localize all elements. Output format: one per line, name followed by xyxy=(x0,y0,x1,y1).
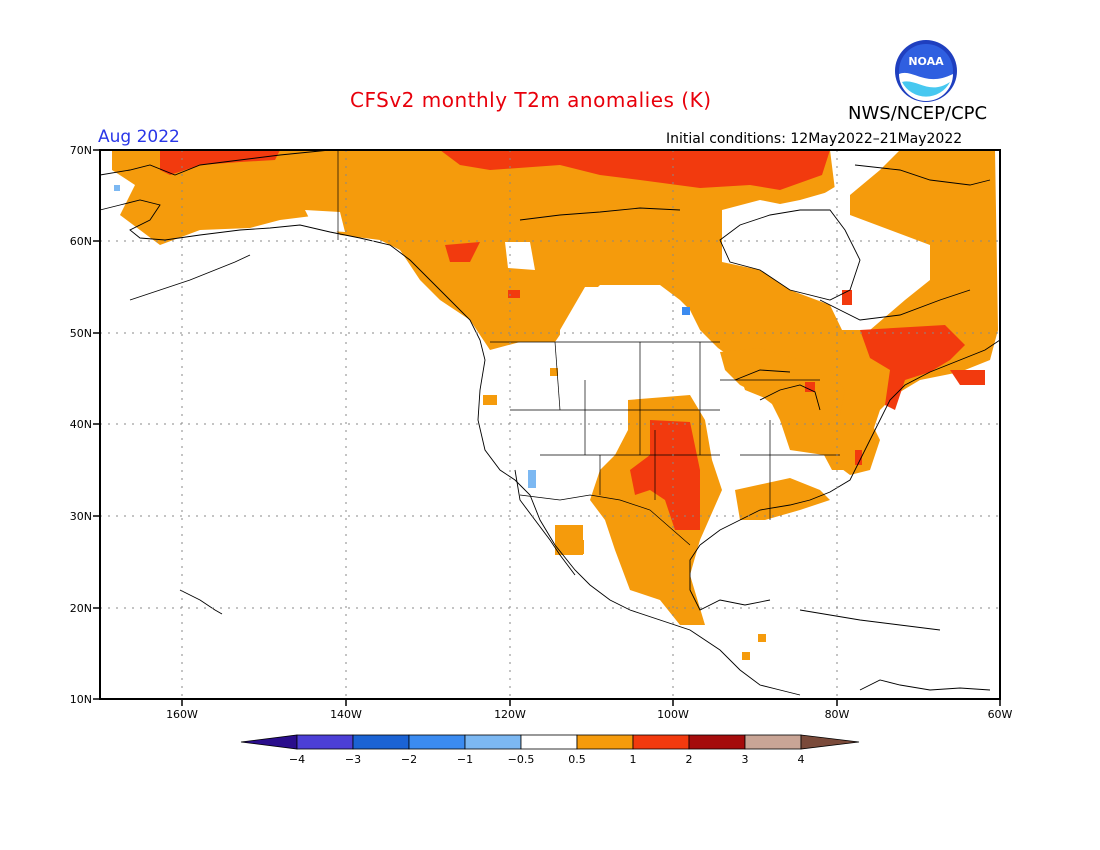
lon-label: 140W xyxy=(330,708,362,721)
lon-label: 160W xyxy=(166,708,198,721)
legend-swatch xyxy=(576,734,634,750)
lat-label: 40N xyxy=(70,418,92,431)
legend-swatch xyxy=(408,734,466,750)
lon-label: 100W xyxy=(657,708,689,721)
initial-conditions: Initial conditions: 12May2022–21May2022 xyxy=(666,131,963,147)
legend-swatch xyxy=(352,734,410,750)
legend-swatch xyxy=(688,734,746,750)
lat-label: 50N xyxy=(70,327,92,340)
legend-tick-label: 0.5 xyxy=(568,753,586,766)
legend-tick-label: −1 xyxy=(457,753,473,766)
noaa-logo: NOAA xyxy=(893,38,959,108)
axis-ticks xyxy=(93,149,1001,706)
anomaly-field-warm xyxy=(112,150,998,660)
agency-label: NWS/NCEP/CPC xyxy=(848,103,988,124)
legend-swatch xyxy=(632,734,690,750)
lon-label: 60W xyxy=(988,708,1013,721)
chart-title: CFSv2 monthly T2m anomalies (K) xyxy=(350,88,712,112)
anomaly-field-strong xyxy=(160,150,985,530)
legend-swatch xyxy=(744,734,802,750)
forecast-month: Aug 2022 xyxy=(98,127,180,147)
lat-label: 70N xyxy=(70,144,92,157)
coastlines xyxy=(99,149,1001,696)
lat-label: 60N xyxy=(70,235,92,248)
legend-swatch xyxy=(296,734,354,750)
legend-swatch xyxy=(464,734,522,750)
anomaly-field-cool xyxy=(114,185,690,488)
lon-label: 80W xyxy=(825,708,850,721)
lat-label: 10N xyxy=(70,693,92,706)
legend-tick-label: −4 xyxy=(289,753,305,766)
legend-arrow-min xyxy=(240,734,298,750)
legend-tick-label: 1 xyxy=(630,753,637,766)
gridlines xyxy=(100,150,1000,699)
legend-tick-label: 2 xyxy=(686,753,693,766)
lon-label: 120W xyxy=(494,708,526,721)
lat-label: 30N xyxy=(70,510,92,523)
legend-swatch xyxy=(520,734,578,750)
legend-tick-label: −0.5 xyxy=(508,753,535,766)
political-borders xyxy=(337,150,840,546)
lat-label: 20N xyxy=(70,602,92,615)
legend-tick-labels: −4 −3 −2 −1 −0.5 0.5 1 2 3 4 xyxy=(289,753,805,766)
legend-arrow-max xyxy=(800,734,860,750)
legend-tick-label: 4 xyxy=(798,753,805,766)
legend-tick-label: 3 xyxy=(742,753,749,766)
legend-tick-label: −3 xyxy=(345,753,361,766)
color-legend xyxy=(240,734,860,750)
legend-tick-label: −2 xyxy=(401,753,417,766)
logo-text: NOAA xyxy=(908,55,944,68)
